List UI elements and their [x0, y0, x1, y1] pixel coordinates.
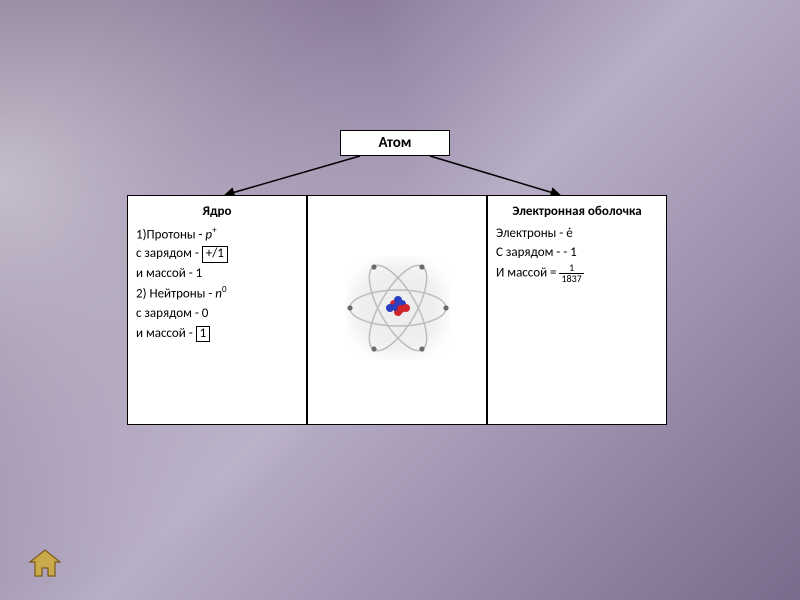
mass-fraction: 1 1837: [559, 263, 583, 284]
shell-line1: Электроны - ė: [496, 224, 658, 244]
nucleus-line2: с зарядом - +/1: [136, 244, 298, 264]
nucleus-line6: и массой - 1: [136, 324, 298, 344]
atom-image-card: [307, 195, 487, 425]
fraction-denominator: 1837: [559, 274, 583, 284]
nucleus-line3: и массой - 1: [136, 264, 298, 284]
boxed-charge: +/1: [202, 246, 228, 262]
shell-line3: И массой = 1 1837: [496, 263, 658, 284]
title-text: Атом: [379, 134, 412, 152]
text: Электроны -: [496, 226, 566, 241]
text: и массой -: [136, 326, 196, 341]
text: 2) Нейтроны -: [136, 287, 215, 302]
shell-header: Электронная оболочка: [496, 202, 658, 222]
nucleus-line1: 1)Протоны - p+: [136, 224, 298, 245]
text: и массой -: [136, 266, 196, 281]
text: И массой =: [496, 265, 559, 280]
sup-zero: 0: [222, 284, 227, 295]
symbol-n: n: [215, 287, 222, 302]
text: с зарядом -: [136, 246, 202, 261]
nucleus-line5: с зарядом - 0: [136, 304, 298, 324]
text: С зарядом -: [496, 245, 563, 260]
nucleus-card: Ядро 1)Протоны - p+ с зарядом - +/1 и ма…: [127, 195, 307, 425]
text: с зарядом -: [136, 306, 202, 321]
home-icon: [28, 548, 62, 578]
nucleus-line4: 2) Нейтроны - n0: [136, 283, 298, 304]
nucleus-header: Ядро: [136, 202, 298, 222]
charge-zero: 0: [202, 306, 209, 321]
boxed-mass: 1: [196, 326, 211, 342]
atom-icon: [346, 256, 450, 360]
text: 1)Протоны -: [136, 227, 205, 242]
home-button[interactable]: [28, 548, 62, 578]
shell-card: Электронная оболочка Электроны - ė С зар…: [487, 195, 667, 425]
title-card: Атом: [340, 130, 450, 156]
mass-value: 1: [196, 266, 203, 281]
symbol-e: ė: [566, 226, 572, 241]
shell-line2: С зарядом - - 1: [496, 243, 658, 263]
sup-plus: +: [212, 225, 216, 236]
charge-value: - 1: [563, 245, 577, 260]
